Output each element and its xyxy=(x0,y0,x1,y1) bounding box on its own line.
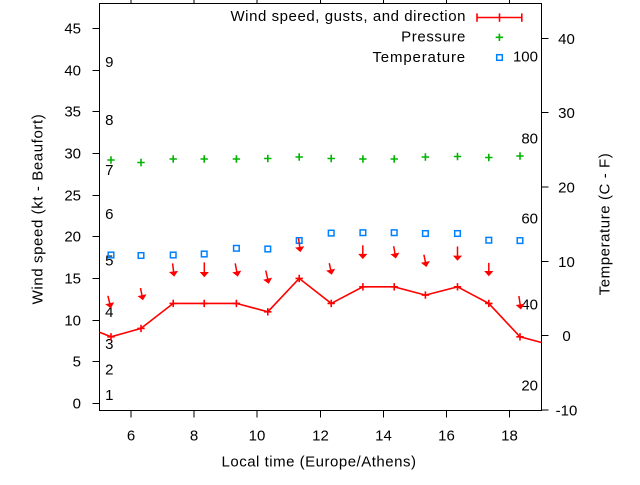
svg-text:0: 0 xyxy=(73,396,81,413)
svg-text:6: 6 xyxy=(105,206,113,223)
svg-text:6: 6 xyxy=(127,427,135,444)
svg-text:Temperature: Temperature xyxy=(372,49,466,66)
svg-text:10: 10 xyxy=(558,254,575,271)
svg-text:35: 35 xyxy=(64,104,81,121)
svg-text:15: 15 xyxy=(64,271,81,288)
svg-text:8: 8 xyxy=(105,112,113,129)
svg-text:Local time (Europe/Athens): Local time (Europe/Athens) xyxy=(221,453,416,470)
svg-text:1: 1 xyxy=(105,387,113,404)
svg-text:40: 40 xyxy=(558,31,575,48)
svg-text:4: 4 xyxy=(105,304,113,321)
svg-text:7: 7 xyxy=(105,162,113,179)
svg-text:30: 30 xyxy=(558,105,575,122)
svg-text:9: 9 xyxy=(105,54,113,71)
svg-text:20: 20 xyxy=(558,179,575,196)
svg-text:16: 16 xyxy=(438,427,455,444)
svg-text:60: 60 xyxy=(521,211,538,228)
svg-text:12: 12 xyxy=(312,427,329,444)
svg-text:5: 5 xyxy=(105,253,113,270)
svg-text:100: 100 xyxy=(513,49,538,66)
svg-text:Pressure: Pressure xyxy=(401,28,466,45)
svg-text:0: 0 xyxy=(562,328,570,345)
svg-text:45: 45 xyxy=(64,21,81,38)
svg-text:Wind speed, gusts, and directi: Wind speed, gusts, and direction xyxy=(230,8,466,25)
svg-text:2: 2 xyxy=(105,362,113,379)
svg-text:14: 14 xyxy=(375,427,392,444)
svg-text:Wind speed (kt - Beaufort): Wind speed (kt - Beaufort) xyxy=(30,114,47,305)
svg-text:30: 30 xyxy=(64,146,81,163)
svg-text:Temperature (C - F): Temperature (C - F) xyxy=(597,153,614,296)
svg-text:25: 25 xyxy=(64,188,81,205)
svg-text:40: 40 xyxy=(64,63,81,80)
svg-text:80: 80 xyxy=(521,131,538,148)
svg-text:10: 10 xyxy=(64,313,81,330)
svg-text:-10: -10 xyxy=(556,402,578,419)
svg-text:3: 3 xyxy=(105,336,113,353)
svg-text:20: 20 xyxy=(64,229,81,246)
svg-text:5: 5 xyxy=(73,354,81,371)
svg-text:18: 18 xyxy=(501,427,518,444)
svg-text:10: 10 xyxy=(249,427,266,444)
svg-text:8: 8 xyxy=(190,427,198,444)
svg-text:20: 20 xyxy=(521,378,538,395)
svg-text:40: 40 xyxy=(521,297,538,314)
